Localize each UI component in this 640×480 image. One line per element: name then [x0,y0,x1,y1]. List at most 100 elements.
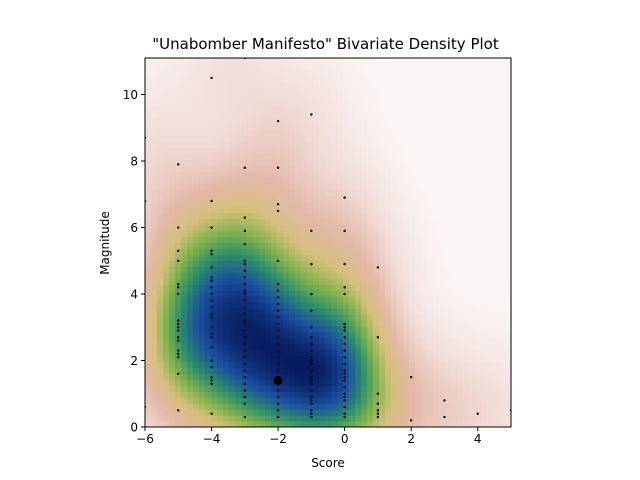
density-cell [385,99,392,107]
density-cell [229,135,236,142]
density-cell [163,421,170,427]
density-cell [307,302,314,309]
density-cell [253,307,260,315]
density-cell [499,284,506,291]
density-cell [421,325,428,333]
density-cell [487,361,494,369]
density-cell [505,266,511,273]
density-cell [421,242,428,250]
density-cell [457,325,464,333]
density-cell [505,319,511,327]
density-cell [337,230,344,238]
density-cell [211,69,218,77]
density-cell [379,129,386,136]
density-cell [481,81,488,89]
density-cell [379,200,386,208]
density-cell [169,421,176,427]
density-cell [223,63,230,71]
density-cell [397,343,404,351]
density-cell [385,325,392,333]
density-cell [319,135,326,142]
density-cell [163,302,170,309]
density-cell [295,212,302,220]
density-cell [493,349,500,357]
density-cell [271,385,278,392]
density-cell [493,337,500,345]
density-cell [403,266,410,273]
density-cell [355,87,362,95]
density-cell [463,337,470,345]
density-cell [397,385,404,392]
density-cell [331,81,338,89]
density-cell [319,361,326,369]
density-cell [463,272,470,279]
density-cell [361,379,368,386]
density-cell [385,254,392,261]
density-cell [349,165,356,172]
density-cell [313,272,320,279]
density-cell [409,165,416,172]
density-cell [247,153,254,160]
density-cell [409,236,416,244]
density-cell [391,313,398,321]
density-cell [397,325,404,333]
density-cell [457,254,464,261]
data-point [177,339,180,342]
density-cell [379,296,386,303]
density-cell [469,397,476,404]
density-cell [295,105,302,113]
density-cell [463,194,470,202]
data-point [409,419,413,422]
density-cell [367,343,374,351]
density-cell [421,337,428,345]
density-cell [253,343,260,351]
density-cell [397,81,404,89]
density-cell [427,182,434,190]
density-cell [163,93,170,101]
density-cell [385,135,392,142]
density-cell [181,355,188,363]
density-cell [205,105,212,113]
density-cell [247,284,254,291]
density-cell [355,296,362,303]
density-cell [295,200,302,208]
density-cell [367,325,374,333]
density-cell [187,236,194,244]
density-cell [355,331,362,339]
density-cell [325,385,332,392]
density-cell [235,224,242,232]
density-cell [235,188,242,196]
density-cell [181,373,188,380]
density-cell [271,63,278,71]
density-cell [463,218,470,226]
density-cell [241,129,248,136]
density-cell [157,182,164,190]
density-cell [271,182,278,190]
data-point [243,342,247,346]
density-cell [199,296,206,303]
density-cell [145,403,152,410]
plot-area [144,57,512,428]
density-cell [397,200,404,208]
density-cell [193,296,200,303]
density-cell [229,224,236,232]
density-cell [313,278,320,285]
density-cell [283,194,290,202]
density-cell [187,105,194,113]
density-cell [199,224,206,232]
density-cell [493,403,500,410]
density-cell [229,367,236,375]
density-cell [319,278,326,285]
density-cell [313,182,320,190]
density-cell [397,117,404,125]
density-cell [187,81,194,89]
density-cell [367,58,374,65]
data-point [376,266,380,269]
density-cell [469,296,476,303]
density-cell [415,177,422,184]
density-cell [349,105,356,113]
density-cell [193,230,200,238]
density-cell [385,397,392,404]
density-cell [475,343,482,351]
density-cell [325,99,332,107]
